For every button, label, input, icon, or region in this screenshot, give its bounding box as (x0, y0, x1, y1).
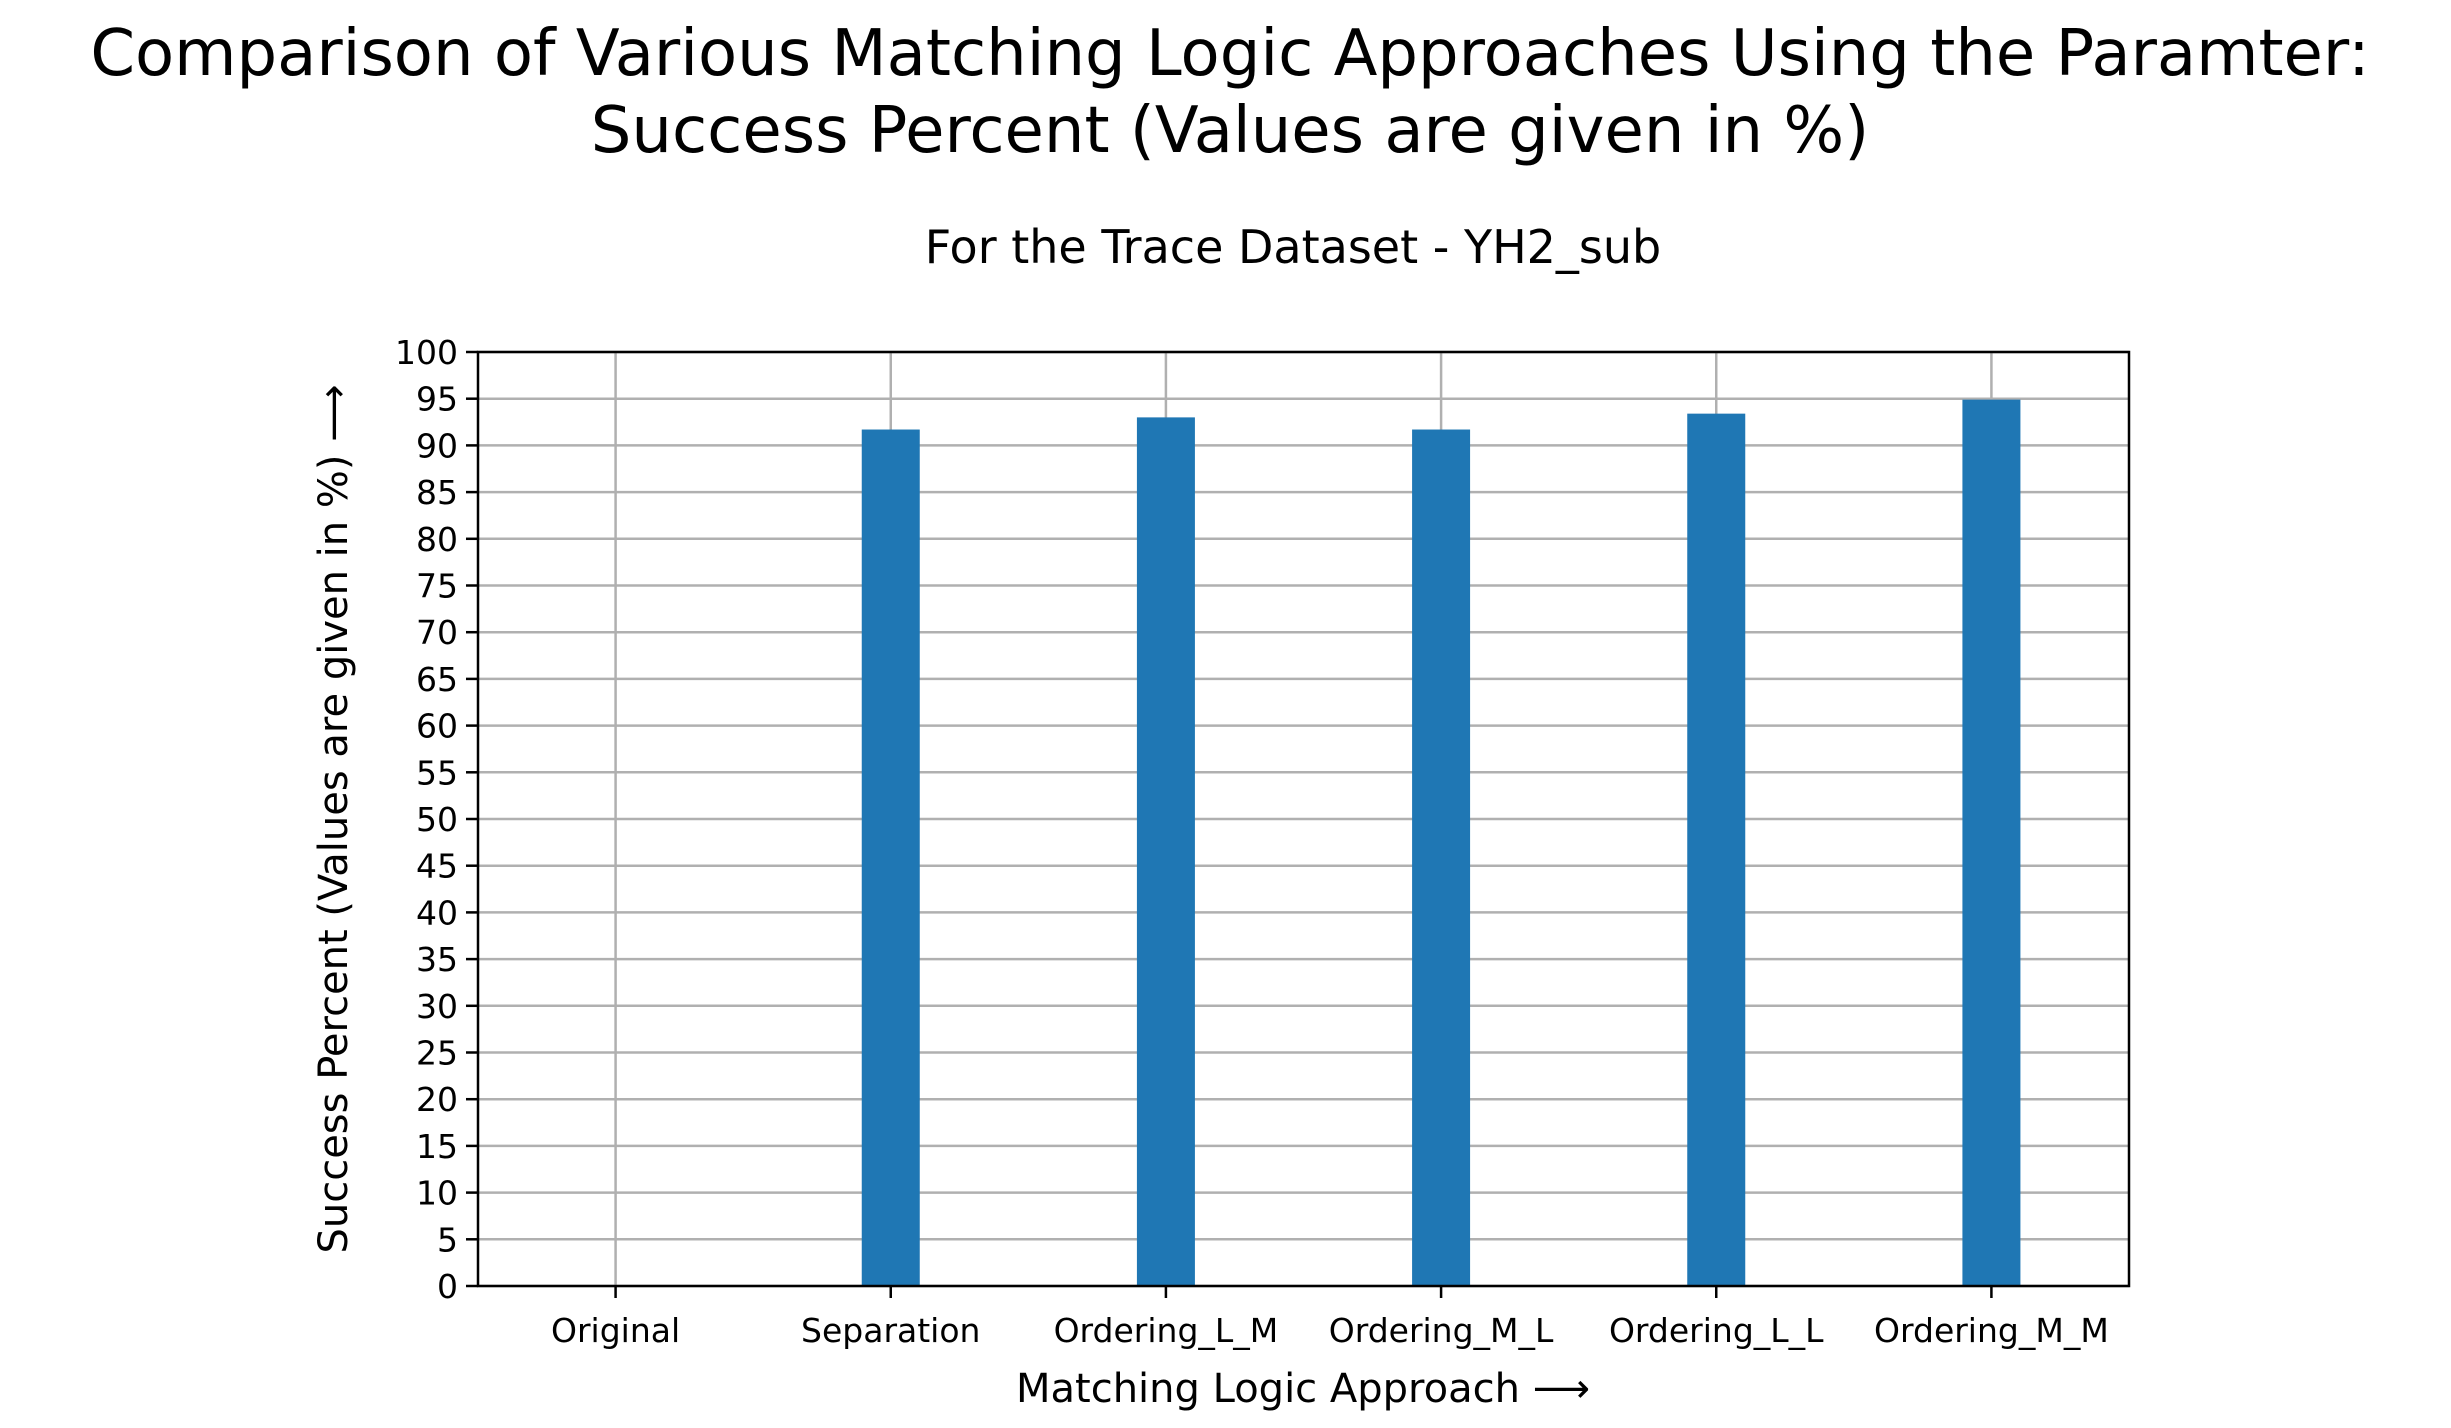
y-tick-label: 50 (416, 800, 458, 839)
x-tick-label: Ordering_L_L (1609, 1311, 1824, 1350)
y-tick-label: 70 (416, 613, 458, 652)
y-tick-label: 45 (416, 847, 458, 886)
x-tick-label: Separation (801, 1311, 980, 1350)
bar-ordering-l-l (1687, 413, 1746, 1286)
y-tick-label: 55 (416, 753, 458, 792)
bars (861, 399, 2021, 1287)
y-tick-label: 5 (437, 1220, 458, 1259)
bar-ordering-m-l (1412, 429, 1471, 1287)
x-tick-label: Ordering_L_M (1054, 1311, 1279, 1350)
y-tick-label: 40 (416, 893, 458, 932)
chart-subtitle: For the Trace Dataset - YH2_sub (925, 220, 1662, 274)
y-tick-label: 75 (416, 567, 458, 606)
chart-title-line-2: Success Percent (Values are given in %) (591, 94, 1869, 168)
y-tick-label: 20 (416, 1080, 458, 1119)
x-axis-label: Matching Logic Approach ⟶ (1016, 1366, 1590, 1412)
y-tick-label: 30 (416, 987, 458, 1026)
y-tick-label: 90 (416, 426, 458, 465)
x-tick-label: Ordering_M_M (1874, 1311, 2109, 1350)
x-tick-label: Original (551, 1311, 680, 1350)
x-tick-label: Ordering_M_L (1329, 1311, 1554, 1350)
y-tick-label: 15 (416, 1127, 458, 1166)
bar-ordering-l-m (1136, 417, 1195, 1286)
x-axis-ticks: Original Separation Ordering_L_M Ordering_M… (551, 1286, 2109, 1350)
y-axis-ticks: 0 5 10 15 20 25 30 35 40 45 50 55 60 65 70 75 80 85 90 95 10… (395, 333, 478, 1306)
y-tick-label: 100 (395, 333, 458, 372)
y-tick-label: 80 (416, 520, 458, 559)
y-tick-label: 0 (437, 1267, 458, 1306)
y-tick-label: 60 (416, 707, 458, 746)
chart-title-line-1: Comparison of Various Matching Logic App… (90, 17, 2369, 91)
bar-separation (861, 429, 920, 1287)
y-tick-label: 10 (416, 1174, 458, 1213)
y-tick-label: 85 (416, 473, 458, 512)
y-tick-label: 25 (416, 1034, 458, 1073)
y-tick-label: 65 (416, 660, 458, 699)
y-tick-label: 95 (416, 380, 458, 419)
bar-ordering-m-m (1962, 399, 2021, 1286)
y-axis-label: Success Percent (Values are given in %) … (311, 384, 357, 1253)
grid-lines (478, 350, 2129, 1288)
y-tick-label: 35 (416, 940, 458, 979)
